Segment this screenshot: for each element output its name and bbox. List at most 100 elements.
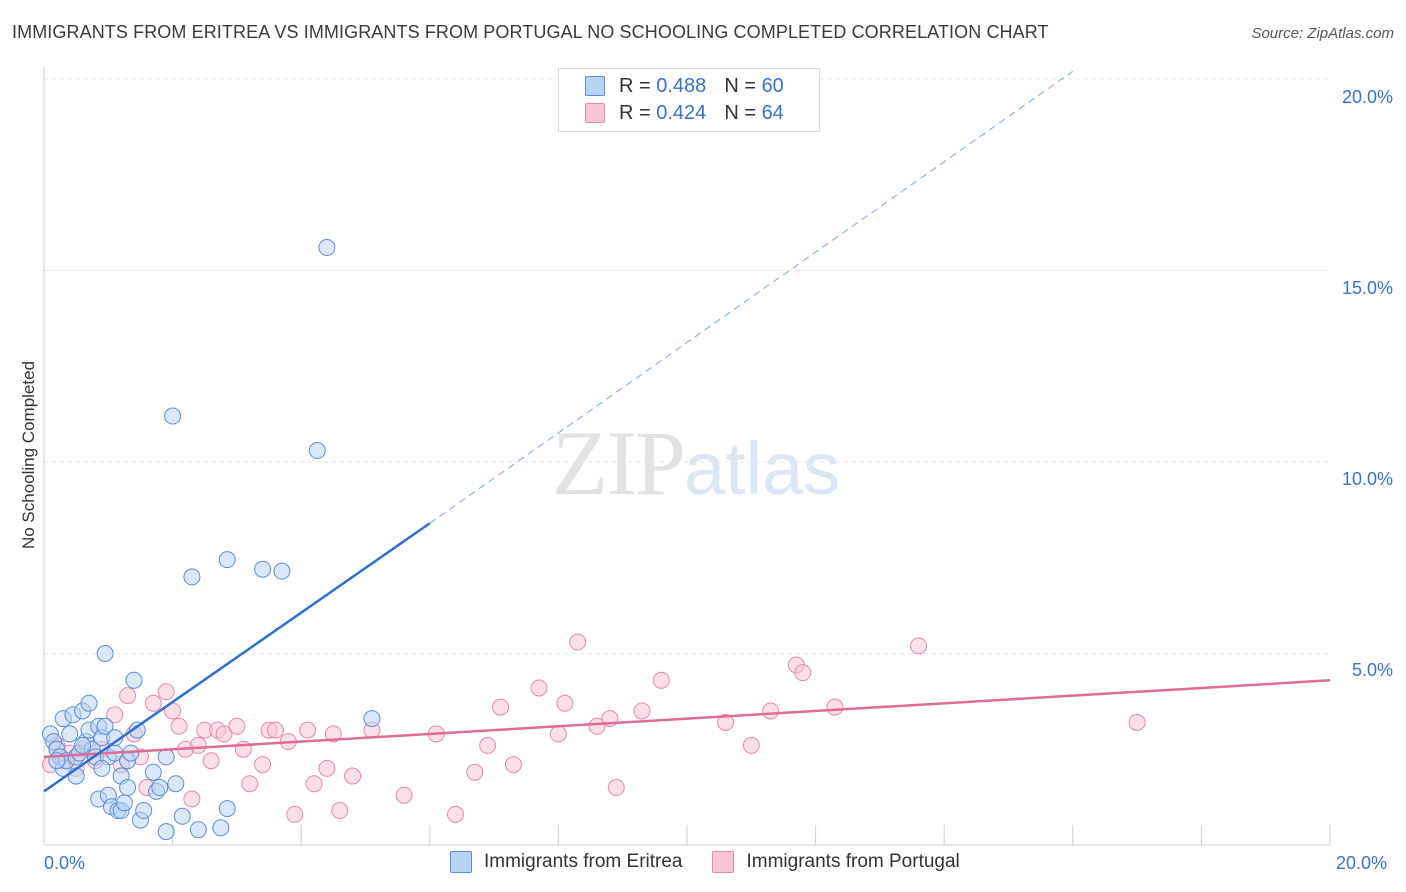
- y-tick-label-15: 15.0%: [1341, 278, 1393, 298]
- source-note: Source: ZipAtlas.com: [1251, 25, 1394, 42]
- legend-item-portugal: Immigrants from Portugal: [712, 851, 960, 873]
- eritrea-point: [273, 562, 291, 580]
- watermark-zip: ZIP: [552, 412, 686, 514]
- portugal-point: [466, 763, 484, 781]
- portugal-point: [530, 679, 548, 697]
- portugal-point: [556, 694, 574, 712]
- y-axis-label: No Schooling Completed: [19, 360, 38, 550]
- eritrea-point: [96, 645, 114, 662]
- portugal-point: [318, 759, 336, 777]
- eritrea-swatch: [585, 76, 605, 96]
- portugal-point: [395, 786, 413, 804]
- x-tick-label-max: 20.0%: [1336, 853, 1388, 873]
- eritrea-point: [167, 775, 185, 793]
- legend-row-eritrea: R = 0.488 N = 60: [585, 73, 784, 99]
- eritrea-point: [218, 551, 236, 569]
- r-value-eritrea: 0.488: [656, 74, 707, 97]
- eritrea-point: [254, 560, 272, 578]
- eritrea-trend-extension: [429, 70, 1074, 524]
- portugal-point: [157, 683, 175, 701]
- eritrea-point: [212, 819, 230, 837]
- watermark-atlas: atlas: [684, 427, 841, 510]
- portugal-point: [607, 779, 625, 797]
- portugal-point: [492, 698, 510, 716]
- portugal-legend-swatch: [712, 851, 735, 873]
- portugal-point: [119, 687, 137, 705]
- eritrea-point: [144, 763, 162, 781]
- portugal-point: [228, 717, 246, 735]
- portugal-point: [479, 736, 497, 754]
- portugal-point: [762, 702, 780, 720]
- n-value-eritrea: 60: [761, 74, 784, 97]
- portugal-point: [447, 805, 465, 823]
- eritrea-point: [119, 779, 137, 797]
- portugal-point: [633, 702, 651, 720]
- portugal-point: [344, 767, 362, 785]
- portugal-point: [241, 775, 259, 793]
- portugal-point: [504, 756, 522, 774]
- y-tick-label-5: 5.0%: [1351, 660, 1393, 680]
- eritrea-point: [135, 802, 153, 820]
- portugal-point: [106, 706, 124, 724]
- correlation-legend: R = 0.488 N = 60 R = 0.424 N = 64: [558, 68, 820, 132]
- portugal-point: [266, 721, 284, 739]
- eritrea-point: [183, 568, 201, 586]
- portugal-point: [286, 805, 304, 823]
- portugal-point: [202, 752, 220, 770]
- eritrea-legend-swatch: [450, 851, 472, 873]
- portugal-swatch: [585, 103, 605, 123]
- portugal-point: [215, 725, 233, 743]
- y-tick-label-10: 10.0%: [1341, 469, 1393, 489]
- portugal-point: [826, 698, 844, 716]
- portugal-point: [588, 717, 606, 735]
- r-label: R =: [619, 74, 651, 97]
- portugal-point: [331, 802, 349, 820]
- portugal-point: [324, 725, 342, 743]
- eritrea-point: [74, 736, 92, 754]
- portugal-point: [794, 664, 812, 682]
- eritrea-point: [157, 823, 175, 841]
- eritrea-point: [80, 694, 98, 712]
- eritrea-point: [125, 671, 143, 689]
- r-value-portugal: 0.424: [656, 101, 707, 124]
- eritrea-point: [115, 794, 133, 812]
- eritrea-point: [173, 807, 191, 825]
- y-tick-label-20: 20.0%: [1341, 87, 1393, 107]
- portugal-point: [299, 721, 317, 739]
- portugal-point: [742, 736, 760, 754]
- portugal-point: [189, 736, 207, 754]
- portugal-point: [1128, 713, 1146, 731]
- n-value-portugal: 64: [761, 101, 784, 124]
- portugal-trend-line: [43, 679, 1331, 759]
- legend-row-portugal: R = 0.424 N = 64: [585, 100, 784, 126]
- portugal-point: [170, 717, 188, 735]
- eritrea-point: [61, 725, 79, 743]
- legend-label-eritrea: Immigrants from Eritrea: [484, 851, 683, 872]
- eritrea-point: [218, 800, 236, 818]
- portugal-point: [717, 713, 735, 731]
- eritrea-trend-line: [43, 522, 431, 793]
- eritrea-point: [164, 407, 182, 425]
- portugal-point: [569, 633, 587, 651]
- series-legend: Immigrants from Eritrea Immigrants from …: [450, 851, 990, 873]
- x-tick-label-min: 0.0%: [44, 853, 86, 873]
- chart-title: IMMIGRANTS FROM ERITREA VS IMMIGRANTS FR…: [12, 22, 1049, 42]
- portugal-point: [549, 725, 567, 743]
- eritrea-point: [189, 821, 207, 839]
- portugal-point: [254, 756, 272, 774]
- portugal-point: [305, 775, 323, 793]
- watermark-logo: ZIPatlas: [552, 410, 840, 516]
- eritrea-point: [308, 442, 326, 460]
- portugal-point: [183, 790, 201, 808]
- legend-label-portugal: Immigrants from Portugal: [746, 851, 960, 872]
- legend-item-eritrea: Immigrants from Eritrea: [450, 851, 682, 873]
- eritrea-point: [151, 779, 169, 797]
- r-label: R =: [619, 101, 651, 124]
- portugal-point: [909, 637, 927, 655]
- eritrea-point: [93, 759, 111, 777]
- eritrea-point: [363, 710, 381, 728]
- n-label: N =: [724, 74, 756, 97]
- eritrea-point: [128, 721, 146, 739]
- eritrea-point: [96, 717, 114, 735]
